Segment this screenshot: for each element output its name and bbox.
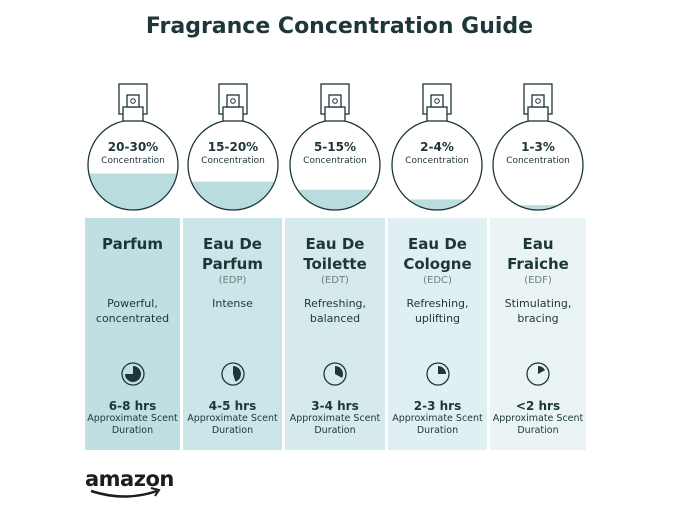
liquid-fill: [290, 189, 380, 210]
duration-label: Approximate Scent Duration: [289, 413, 381, 436]
concentration-label: Concentration: [405, 156, 469, 166]
fragrance-column: Parfum Powerful, concentrated 6-8 hrs Ap…: [85, 218, 180, 450]
fragrance-description: Refreshing, uplifting: [406, 297, 469, 325]
svg-text:amazon: amazon: [85, 467, 174, 491]
bottle-illustrations: 20-30%Concentration15-20%Concentration5-…: [87, 83, 584, 211]
concentration-label: Concentration: [201, 156, 265, 166]
page-title: Fragrance Concentration Guide: [145, 14, 534, 39]
duration-value: 2-3 hrs: [413, 399, 462, 413]
fragrance-description: Intense: [212, 297, 253, 310]
fragrance-column: Eau De Parfum (EDP) Intense 4-5 hrs Appr…: [183, 218, 282, 450]
fragrance-column: Eau Fraiche (EDF) Stimulating, bracing <…: [490, 218, 586, 450]
bottle: 1-3% Concentration: [492, 83, 584, 211]
fragrance-description: Stimulating, bracing: [504, 297, 572, 325]
duration-wedge: [124, 366, 141, 382]
clock-icon: [220, 362, 245, 386]
fragrance-abbr: (EDF): [524, 275, 552, 286]
duration-label: Approximate Scent Duration: [392, 413, 483, 436]
fragrance-name: Eau De Cologne: [403, 235, 472, 273]
clock-icon: [323, 362, 347, 386]
duration-value: 4-5 hrs: [208, 399, 257, 413]
concentration-percent: 20-30%: [108, 140, 158, 154]
duration-value: 3-4 hrs: [311, 399, 359, 413]
fragrance-abbr: (EDT): [321, 275, 349, 286]
duration-value: <2 hrs: [515, 399, 561, 413]
fragrance-abbr: (EDP): [218, 275, 247, 286]
fragrance-name: Eau De Toilette: [303, 235, 367, 273]
fragrance-column: Eau De Toilette (EDT) Refreshing, balanc…: [285, 218, 385, 450]
clock-icon: [120, 362, 145, 386]
bottle: 5-15% Concentration: [289, 83, 381, 211]
fragrance-name: Eau De Parfum: [202, 235, 263, 273]
duration-label: Approximate Scent Duration: [87, 413, 178, 436]
liquid-fill: [188, 181, 278, 210]
amazon-logo: amazon: [85, 466, 177, 504]
concentration-label: Concentration: [101, 156, 165, 166]
clock-icon: [425, 362, 450, 386]
bottle: 15-20% Concentration: [187, 83, 279, 211]
fragrance-abbr: (EDC): [423, 275, 452, 286]
clock-icon: [526, 362, 550, 386]
duration-wedge: [538, 366, 546, 374]
bottle: 2-4% Concentration: [391, 83, 483, 211]
fragrance-name: Eau Fraiche: [507, 235, 569, 273]
fragrance-description: Powerful, concentrated: [95, 297, 170, 325]
fragrance-description: Refreshing, balanced: [303, 297, 367, 325]
liquid-fill: [88, 173, 178, 210]
duration-wedge: [232, 366, 241, 382]
concentration-label: Concentration: [303, 156, 367, 166]
duration-label: Approximate Scent Duration: [492, 413, 584, 436]
duration-wedge: [335, 366, 343, 378]
concentration-percent: 5-15%: [314, 140, 356, 154]
duration-wedge: [437, 366, 446, 374]
bottle: 20-30% Concentration: [87, 83, 179, 211]
concentration-percent: 2-4%: [420, 140, 454, 154]
concentration-percent: 1-3%: [521, 140, 555, 154]
duration-label: Approximate Scent Duration: [187, 413, 278, 436]
concentration-percent: 15-20%: [208, 140, 258, 154]
liquid-fill: [392, 199, 482, 210]
liquid-fill: [493, 205, 583, 210]
fragrance-column: Eau De Cologne (EDC) Refreshing, uplifti…: [388, 218, 487, 450]
duration-value: 6-8 hrs: [108, 399, 157, 413]
fragrance-name: Parfum: [102, 235, 163, 253]
concentration-label: Concentration: [506, 156, 570, 166]
